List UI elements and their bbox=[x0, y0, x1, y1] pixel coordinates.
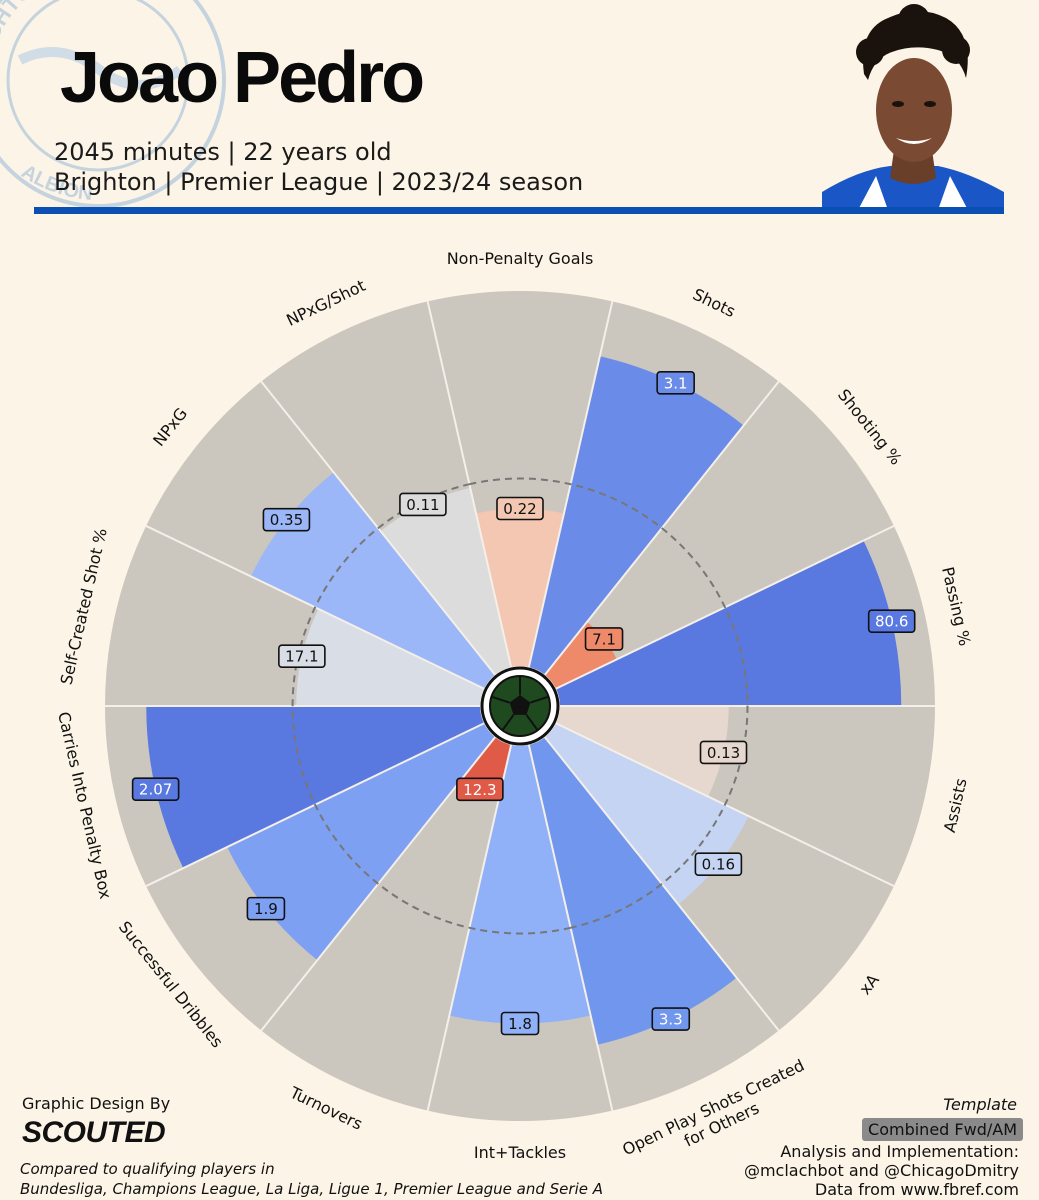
value-label: 12.3 bbox=[456, 777, 504, 802]
value-text: 7.1 bbox=[592, 630, 616, 648]
value-text: 0.22 bbox=[503, 500, 536, 518]
analysis-credit-line1: Analysis and Implementation: bbox=[780, 1142, 1019, 1161]
slice-bar bbox=[556, 706, 729, 797]
slice-bar bbox=[296, 608, 484, 706]
value-text: 17.1 bbox=[285, 648, 318, 666]
value-label: 1.9 bbox=[246, 896, 286, 921]
value-label-box bbox=[867, 609, 916, 633]
value-label-box bbox=[584, 627, 624, 651]
comparison-note-line1: Compared to qualifying players in bbox=[20, 1160, 275, 1178]
category-label: NPxG/Shot bbox=[283, 276, 368, 330]
value-text: 0.35 bbox=[270, 511, 303, 529]
value-text: 0.13 bbox=[707, 744, 740, 762]
value-label-box bbox=[262, 507, 311, 532]
value-text: 0.16 bbox=[702, 856, 735, 874]
value-label-box bbox=[699, 740, 748, 765]
slice-bar bbox=[556, 540, 902, 706]
template-label: Template bbox=[943, 1095, 1017, 1114]
category-label: Non-Penalty Goals bbox=[447, 249, 594, 268]
category-label: Int+Tackles bbox=[474, 1143, 566, 1162]
slice-bar bbox=[250, 472, 496, 689]
value-label: 3.1 bbox=[656, 370, 695, 395]
value-label: 0.35 bbox=[262, 507, 311, 532]
slice-bar bbox=[476, 508, 564, 668]
value-label: 3.3 bbox=[651, 1007, 691, 1031]
value-label: 7.1 bbox=[584, 627, 624, 651]
data-source-line: Data from www.fbref.com bbox=[814, 1180, 1019, 1199]
slice-bar bbox=[380, 487, 512, 675]
value-text: 3.1 bbox=[664, 374, 688, 392]
category-label: Self-Created Shot % bbox=[57, 526, 111, 686]
value-label-box bbox=[246, 896, 286, 921]
value-text: 2.07 bbox=[139, 781, 172, 799]
value-text: 1.9 bbox=[254, 900, 278, 918]
reference-ring bbox=[291, 483, 571, 935]
value-label-box bbox=[456, 777, 504, 802]
slice-background bbox=[544, 381, 894, 689]
slice-bar bbox=[449, 744, 591, 1024]
value-text: 12.3 bbox=[463, 781, 496, 799]
slice-bar bbox=[227, 723, 496, 961]
value-label: 0.16 bbox=[694, 852, 743, 877]
value-label-box bbox=[500, 1011, 540, 1036]
slice-bar bbox=[528, 737, 737, 1045]
category-label: Shots bbox=[690, 285, 739, 322]
value-label: 80.6 bbox=[867, 609, 916, 633]
player-portrait bbox=[822, 4, 1004, 210]
header-divider bbox=[34, 207, 1004, 214]
category-label: NPxG bbox=[149, 404, 191, 450]
category-label: Assists bbox=[940, 776, 971, 834]
value-label: 17.1 bbox=[278, 644, 326, 669]
value-text: 3.3 bbox=[659, 1011, 683, 1029]
category-label: Carries Into Penalty Box bbox=[54, 710, 115, 901]
value-label-box bbox=[399, 492, 447, 517]
value-text: 1.8 bbox=[508, 1015, 532, 1033]
football-icon bbox=[480, 666, 560, 746]
analysis-credit-line2: @mclachbot and @ChicagoDmitry bbox=[743, 1161, 1019, 1180]
comparison-note-line2: Bundesliga, Champions League, La Liga, L… bbox=[20, 1180, 604, 1198]
value-label-box bbox=[656, 370, 695, 395]
value-label: 0.11 bbox=[399, 492, 447, 517]
reference-ring bbox=[469, 477, 749, 707]
value-label: 2.07 bbox=[131, 777, 180, 801]
value-label-box bbox=[131, 777, 180, 801]
design-credit-label: Graphic Design By bbox=[22, 1094, 171, 1113]
club-crest-watermark: BRIGHTON & HOVE ALBION bbox=[0, 0, 226, 208]
template-badge: Combined Fwd/AM bbox=[862, 1118, 1023, 1141]
scouted-logo: SCOUTED bbox=[22, 1116, 166, 1149]
value-label-box bbox=[694, 852, 743, 877]
value-text: 80.6 bbox=[875, 613, 908, 631]
value-label: 1.8 bbox=[500, 1011, 540, 1036]
club-league-season-line: Brighton | Premier League | 2023/24 seas… bbox=[54, 168, 584, 196]
minutes-age-line: 2045 minutes | 22 years old bbox=[54, 138, 392, 166]
value-label-box bbox=[496, 496, 544, 521]
category-label: Turnovers bbox=[286, 1082, 365, 1133]
value-label: 0.22 bbox=[496, 496, 544, 521]
value-text: 0.11 bbox=[406, 496, 439, 514]
slice-bar bbox=[146, 706, 484, 869]
value-label-box bbox=[278, 644, 326, 669]
category-label: xA bbox=[855, 970, 883, 998]
category-label: Passing % bbox=[938, 565, 974, 648]
player-name: Joao Pedro bbox=[60, 38, 425, 118]
value-label-box bbox=[651, 1007, 691, 1031]
value-label: 0.13 bbox=[699, 740, 748, 765]
